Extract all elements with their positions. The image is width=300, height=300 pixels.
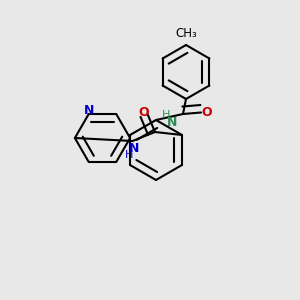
Text: N: N bbox=[167, 116, 177, 129]
Text: O: O bbox=[139, 106, 149, 119]
Text: H: H bbox=[162, 110, 171, 121]
Text: N: N bbox=[129, 142, 139, 155]
Text: CH₃: CH₃ bbox=[175, 27, 197, 40]
Text: O: O bbox=[201, 106, 212, 119]
Text: N: N bbox=[83, 104, 94, 117]
Text: H: H bbox=[125, 150, 134, 161]
